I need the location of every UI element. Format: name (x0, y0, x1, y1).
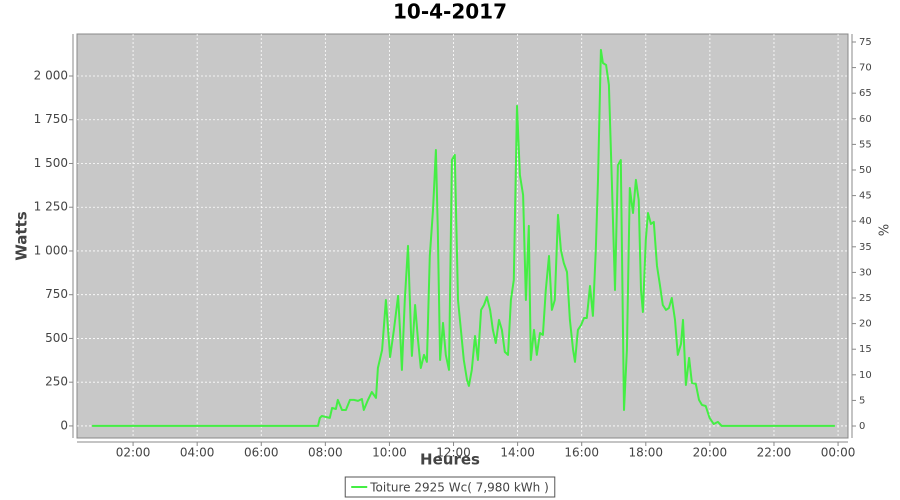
y2-tick-label: 5 (859, 395, 865, 406)
y-axis-label: Watts (13, 211, 31, 260)
y-tick-label: 0 (60, 418, 68, 432)
x-tick-label: 22:00 (757, 446, 792, 460)
x-tick-label: 02:00 (116, 446, 151, 460)
legend-box (344, 476, 556, 498)
x-tick-label: 00:00 (821, 446, 856, 460)
y2-tick-label: 30 (859, 267, 872, 278)
legend: Toiture 2925 Wc( 7,980 kWh ) (344, 476, 556, 498)
y2-tick-label: 55 (859, 139, 872, 150)
x-tick-label: 14:00 (500, 446, 535, 460)
x-tick-label: 10:00 (372, 446, 407, 460)
y-tick-label: 1 750 (34, 112, 68, 126)
x-tick-label: 18:00 (628, 446, 663, 460)
y2-tick-label: 75 (859, 37, 872, 48)
y2-axis-label: % (875, 224, 890, 236)
y2-tick-label: 35 (859, 242, 872, 253)
y2-tick-label: 10 (859, 370, 872, 381)
y-tick-label: 250 (45, 375, 68, 389)
x-tick-label: 04:00 (180, 446, 215, 460)
plot-area (76, 33, 849, 439)
y2-tick-label: 25 (859, 293, 872, 304)
chart-title: 10-4-2017 (393, 0, 507, 24)
x-tick-label: 16:00 (564, 446, 599, 460)
data-line (92, 48, 835, 427)
y2-tick-label: 0 (859, 421, 865, 432)
x-axis-label: Heures (420, 451, 480, 469)
y2-tick-label: 20 (859, 319, 872, 330)
legend-label: Toiture 2925 Wc( 7,980 kWh ) (369, 481, 549, 495)
x-tick-label: 20:00 (693, 446, 728, 460)
x-tick-label: 08:00 (308, 446, 343, 460)
x-tick-label: 06:00 (244, 446, 279, 460)
y2-tick-label: 60 (859, 114, 872, 125)
y2-tick-label: 65 (859, 88, 872, 99)
y2-tick-label: 50 (859, 165, 872, 176)
y-tick-label: 500 (45, 331, 68, 345)
y-tick-label: 750 (45, 287, 68, 301)
y2-tick-label: 45 (859, 191, 872, 202)
y-tick-label: 1 000 (34, 243, 68, 257)
y2-tick-label: 70 (859, 63, 872, 74)
y2-tick-label: 15 (859, 344, 872, 355)
y-tick-label: 1 250 (34, 200, 68, 214)
y-tick-label: 2 000 (34, 68, 68, 82)
x-tick-label: 12:00 (436, 446, 471, 460)
y2-tick-label: 40 (859, 216, 872, 227)
y-tick-label: 1 500 (34, 156, 68, 170)
